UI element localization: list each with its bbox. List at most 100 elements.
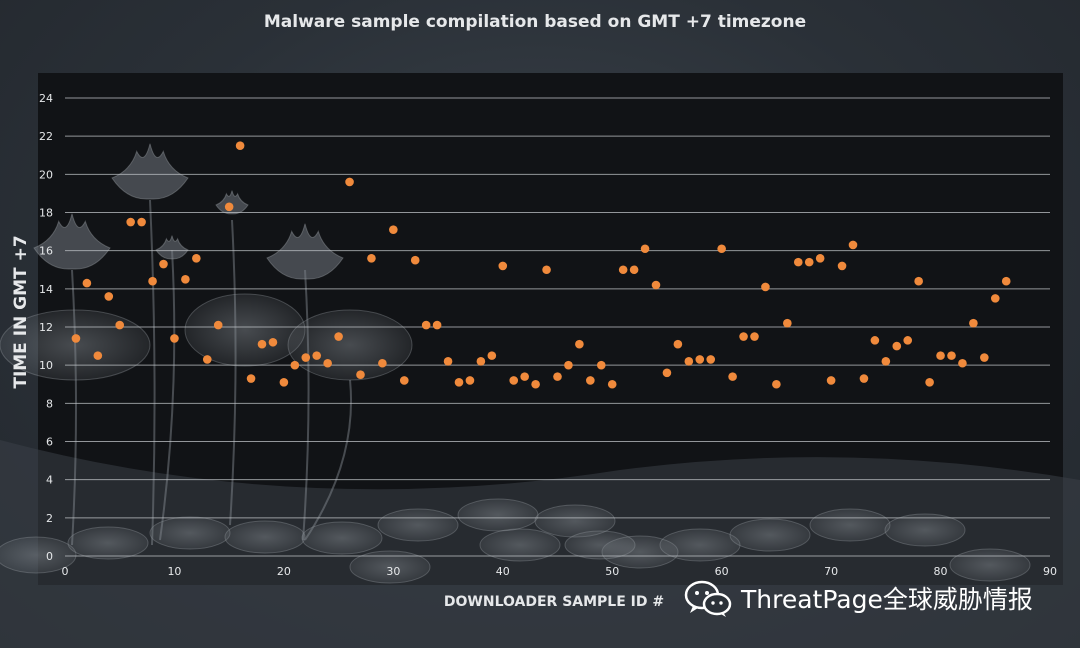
data-point bbox=[629, 265, 639, 275]
data-point bbox=[815, 253, 825, 263]
data-point bbox=[925, 378, 934, 387]
data-point bbox=[148, 276, 157, 286]
data-point bbox=[202, 355, 212, 364]
data-point bbox=[454, 378, 464, 387]
data-point bbox=[640, 244, 650, 254]
y-tick-label: 20 bbox=[39, 168, 53, 181]
data-point bbox=[410, 255, 420, 265]
data-point bbox=[1001, 276, 1011, 286]
x-tick-label: 60 bbox=[715, 565, 729, 578]
data-point bbox=[728, 372, 737, 381]
data-point bbox=[772, 379, 781, 389]
y-tick-label: 14 bbox=[39, 283, 53, 296]
y-tick-label: 10 bbox=[39, 359, 53, 372]
y-axis-label: TIME IN GMT +7 bbox=[11, 235, 31, 388]
data-point bbox=[717, 244, 726, 254]
lotus-pad bbox=[479, 528, 561, 562]
data-point bbox=[71, 334, 81, 343]
lotus-pad bbox=[301, 521, 383, 555]
lotus-flower bbox=[33, 213, 111, 270]
watermark-text: ThreatPage全球威胁情报 bbox=[741, 585, 1033, 614]
data-point bbox=[586, 376, 595, 385]
data-point bbox=[82, 278, 92, 288]
data-point bbox=[334, 332, 343, 341]
data-point bbox=[290, 360, 300, 370]
x-tick-label: 30 bbox=[386, 565, 400, 578]
data-point bbox=[246, 374, 256, 383]
data-point bbox=[399, 376, 409, 385]
data-point bbox=[476, 357, 486, 366]
data-point bbox=[903, 336, 913, 345]
y-tick-label: 4 bbox=[46, 474, 53, 487]
data-point bbox=[159, 259, 168, 269]
data-point bbox=[498, 261, 508, 271]
data-point bbox=[936, 351, 945, 360]
lotus-stem bbox=[149, 199, 156, 546]
lotus-pad bbox=[224, 520, 306, 554]
data-point bbox=[706, 355, 716, 364]
x-tick-label: 20 bbox=[277, 565, 291, 578]
data-point bbox=[783, 318, 792, 328]
lotus-pad bbox=[184, 293, 306, 367]
lotus-pad bbox=[884, 513, 966, 547]
data-points bbox=[71, 141, 1011, 389]
lotus-flower bbox=[155, 235, 189, 260]
data-point bbox=[137, 217, 146, 227]
data-point bbox=[235, 141, 245, 151]
data-point bbox=[268, 337, 278, 347]
data-point bbox=[487, 351, 497, 360]
data-point bbox=[695, 355, 705, 364]
data-point bbox=[947, 351, 956, 360]
data-point bbox=[892, 341, 902, 351]
lotus-stem bbox=[302, 269, 310, 541]
lotus-stem bbox=[304, 379, 353, 541]
x-tick-label: 10 bbox=[167, 565, 181, 578]
y-tick-label: 12 bbox=[39, 321, 53, 334]
data-point bbox=[662, 368, 672, 378]
data-point bbox=[465, 376, 475, 385]
x-tick-label: 70 bbox=[824, 565, 838, 578]
lotus-pad bbox=[457, 498, 539, 532]
y-tick-label: 16 bbox=[39, 245, 53, 258]
lotus-pad bbox=[349, 550, 431, 584]
data-point bbox=[914, 276, 923, 286]
data-point bbox=[104, 292, 114, 301]
y-tick-label: 18 bbox=[39, 207, 53, 220]
y-tick-label: 6 bbox=[46, 436, 53, 449]
data-point bbox=[750, 332, 759, 341]
y-tick-label: 8 bbox=[46, 397, 53, 410]
data-point bbox=[607, 379, 617, 389]
x-tick-label: 80 bbox=[934, 565, 948, 578]
data-point bbox=[170, 334, 179, 343]
data-point bbox=[93, 351, 103, 360]
y-tick-label: 0 bbox=[46, 550, 53, 563]
lotus-pad bbox=[67, 526, 149, 560]
data-point bbox=[542, 265, 551, 275]
y-tick-label: 24 bbox=[39, 92, 53, 105]
data-point bbox=[575, 339, 584, 349]
data-point bbox=[837, 261, 847, 271]
x-axis-label: DOWNLOADER SAMPLE ID # bbox=[444, 594, 664, 610]
data-point bbox=[673, 339, 683, 349]
data-point bbox=[432, 320, 442, 330]
lotus-pad bbox=[0, 536, 77, 574]
lotus-pad bbox=[809, 508, 891, 542]
lotus-pad bbox=[564, 530, 636, 560]
data-point bbox=[553, 372, 562, 381]
lotus-flower bbox=[215, 190, 249, 215]
data-point bbox=[793, 257, 803, 267]
data-point bbox=[739, 332, 748, 341]
data-point bbox=[367, 253, 376, 263]
data-point bbox=[969, 318, 978, 328]
data-point bbox=[859, 374, 869, 383]
data-point bbox=[848, 240, 858, 250]
lotus-pad bbox=[729, 518, 811, 552]
watermark: ThreatPage全球威胁情报 bbox=[683, 578, 1033, 618]
data-point bbox=[279, 378, 289, 387]
data-point bbox=[651, 280, 661, 290]
x-tick-label: 90 bbox=[1043, 565, 1057, 578]
data-point bbox=[980, 353, 989, 362]
data-point bbox=[509, 376, 519, 385]
x-tick-labels: 0 10 20 30 40 50 60 70 80 90 bbox=[62, 565, 1058, 578]
lotus-pad bbox=[377, 508, 459, 542]
